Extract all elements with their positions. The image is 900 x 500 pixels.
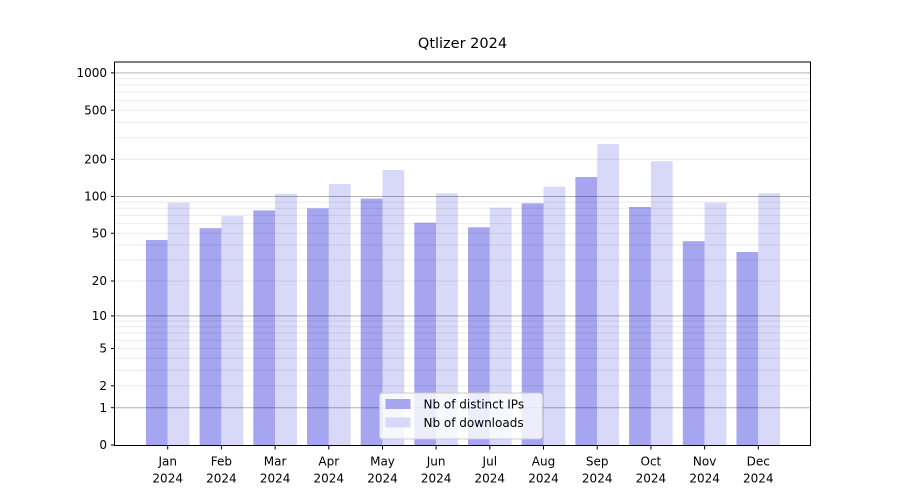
bar: [145, 240, 168, 445]
bar: [360, 198, 383, 445]
x-tick-label-year: 2024: [636, 472, 667, 486]
x-tick-label-year: 2024: [206, 472, 237, 486]
x-tick-label-month: Jan: [157, 454, 177, 468]
y-tick-label: 100: [84, 190, 107, 204]
legend-swatch: [385, 399, 411, 409]
x-tick-label-month: Jul: [482, 454, 497, 468]
y-tick-label: 500: [84, 103, 107, 117]
bar: [382, 170, 405, 445]
bars-distinct-ips: [145, 177, 759, 445]
legend-box: [379, 392, 543, 440]
x-tick-label-year: 2024: [367, 472, 398, 486]
y-tick-label: 5: [99, 342, 107, 356]
y-axis: 0 1 2 5 10 20 50 100 200 500 1000: [76, 66, 115, 452]
x-tick-label-year: 2024: [582, 472, 613, 486]
x-tick-label-month: May: [370, 454, 395, 468]
chart-title: Qtlizer 2024: [417, 36, 508, 52]
x-tick-label-year: 2024: [260, 472, 291, 486]
x-tick-label-month: Jun: [426, 454, 446, 468]
bar: [682, 241, 705, 445]
bar: [650, 161, 673, 446]
bar: [436, 193, 458, 445]
y-tick-label: 10: [92, 309, 107, 323]
bar: [167, 202, 190, 445]
x-tick-label-year: 2024: [314, 472, 345, 486]
x-tick-label-year: 2024: [528, 472, 559, 486]
x-tick-label-month: Sep: [586, 454, 609, 468]
bar: [736, 252, 759, 445]
bar: [414, 222, 437, 445]
bar: [199, 228, 222, 445]
x-tick-label-month: Nov: [693, 454, 716, 468]
bars-downloads: [167, 144, 781, 446]
x-tick-label-month: Aug: [532, 454, 555, 468]
plot-border: [114, 61, 811, 446]
bar: [307, 208, 329, 445]
y-tick-label: 20: [92, 274, 107, 288]
x-tick-label-month: Feb: [211, 454, 232, 468]
y-tick-label: 50: [92, 227, 107, 241]
x-tick-label-month: Mar: [264, 454, 287, 468]
y-tick-label: 2: [99, 379, 107, 393]
x-tick-label-month: Oct: [641, 454, 662, 468]
x-tick-label-year: 2024: [689, 472, 720, 486]
legend-swatch: [385, 417, 411, 428]
bar: [253, 210, 276, 445]
bar: [629, 207, 651, 445]
x-tick-label-year: 2024: [421, 472, 452, 486]
bar: [575, 177, 598, 445]
bar: [275, 193, 297, 445]
x-axis: Jan 2024 Feb 2024 Mar 2024 Apr 2024 May 2024 Jun 20…: [152, 445, 774, 486]
x-tick-label-year: 2024: [743, 472, 774, 486]
y-tick-label: 0: [99, 438, 107, 452]
x-tick-label-month: Apr: [318, 454, 339, 468]
bar: [328, 184, 351, 445]
bar: [521, 203, 544, 445]
y-tick-label: 1000: [76, 66, 107, 80]
y-tick-label: 1: [99, 401, 107, 415]
legend-label: Nb of downloads: [424, 416, 524, 430]
bar: [597, 144, 619, 445]
bar: [489, 207, 512, 445]
minor-gridlines: [115, 78, 810, 387]
bar: [758, 193, 781, 445]
bar: [704, 202, 727, 445]
x-tick-label-month: Dec: [747, 454, 770, 468]
x-tick-label-year: 2024: [475, 472, 506, 486]
bar: [543, 186, 566, 445]
legend: Nb of distinct IPs Nb of downloads: [379, 392, 543, 440]
bar: [468, 227, 490, 445]
bar: [221, 216, 244, 445]
y-tick-label: 200: [84, 153, 107, 167]
legend-label: Nb of distinct IPs: [424, 398, 525, 412]
x-tick-label-year: 2024: [152, 472, 183, 486]
